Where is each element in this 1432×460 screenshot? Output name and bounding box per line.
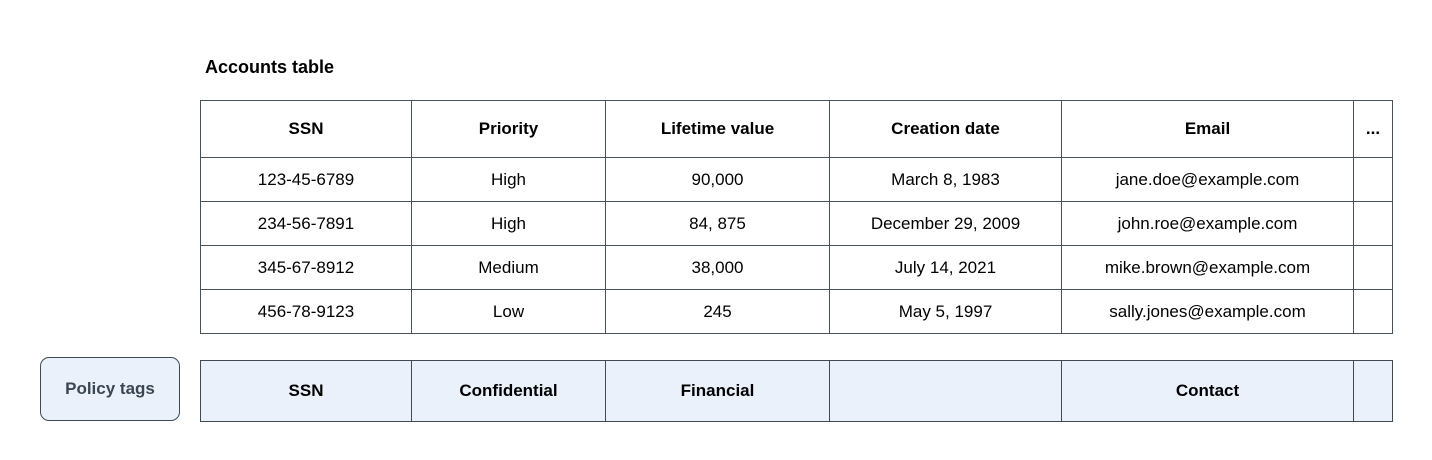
accounts-table: SSN Priority Lifetime value Creation date Em… — [200, 100, 1393, 334]
policy-tag-cell: SSN — [200, 360, 412, 422]
policy-row: SSN Confidential Financial Contact — [200, 360, 1393, 422]
table-cell: July 14, 2021 — [829, 245, 1062, 290]
table-cell: 345-67-8912 — [200, 245, 412, 290]
table-cell: 456-78-9123 — [200, 289, 412, 334]
table-cell: 245 — [605, 289, 830, 334]
header-cell: Priority — [411, 100, 606, 158]
header-cell: Creation date — [829, 100, 1062, 158]
table-cell: High — [411, 157, 606, 202]
policy-tag-cell — [1353, 360, 1393, 422]
policy-tag-cell — [829, 360, 1062, 422]
table-cell: 90,000 — [605, 157, 830, 202]
table-cell: jane.doe@example.com — [1061, 157, 1354, 202]
table-cell: Low — [411, 289, 606, 334]
header-cell: ... — [1353, 100, 1393, 158]
header-cell: Lifetime value — [605, 100, 830, 158]
table-cell — [1353, 157, 1393, 202]
table-cell: 84, 875 — [605, 201, 830, 246]
policy-tag-cell: Financial — [605, 360, 830, 422]
table-cell: mike.brown@example.com — [1061, 245, 1354, 290]
table-row: 456-78-9123 Low 245 May 5, 1997 sally.jones@… — [200, 289, 1393, 334]
table-cell: john.roe@example.com — [1061, 201, 1354, 246]
table-row: 123-45-6789 High 90,000 March 8, 1983 jane.d… — [200, 157, 1393, 202]
table-cell — [1353, 289, 1393, 334]
table-cell: May 5, 1997 — [829, 289, 1062, 334]
table-cell — [1353, 245, 1393, 290]
header-row: SSN Priority Lifetime value Creation date Em… — [200, 100, 1393, 158]
table-cell: sally.jones@example.com — [1061, 289, 1354, 334]
header-cell: Email — [1061, 100, 1354, 158]
table-cell: Medium — [411, 245, 606, 290]
table-cell: December 29, 2009 — [829, 201, 1062, 246]
policy-tag-cell: Confidential — [411, 360, 606, 422]
table-cell: 123-45-6789 — [200, 157, 412, 202]
table-row: 234-56-7891 High 84, 875 December 29, 2009 j… — [200, 201, 1393, 246]
policy-tags-label: Policy tags — [40, 357, 180, 421]
header-cell: SSN — [200, 100, 412, 158]
table-cell — [1353, 201, 1393, 246]
table-cell: 38,000 — [605, 245, 830, 290]
table-row: 345-67-8912 Medium 38,000 July 14, 2021 mike… — [200, 245, 1393, 290]
policy-tags-row: SSN Confidential Financial Contact — [200, 360, 1393, 422]
policy-tag-cell: Contact — [1061, 360, 1354, 422]
table-cell: March 8, 1983 — [829, 157, 1062, 202]
table-cell: 234-56-7891 — [200, 201, 412, 246]
table-cell: High — [411, 201, 606, 246]
accounts-table-title: Accounts table — [205, 57, 335, 77]
